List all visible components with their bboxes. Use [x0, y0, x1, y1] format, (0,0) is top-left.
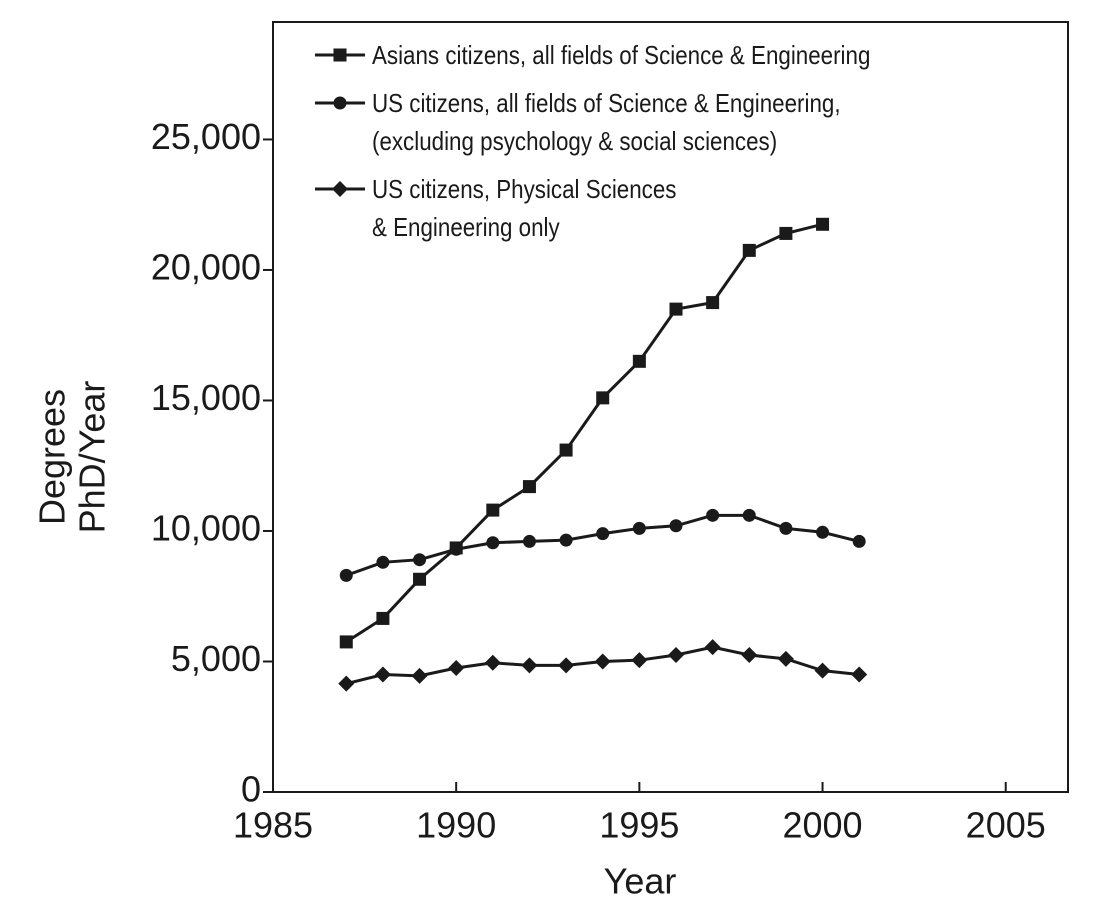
- x-tick-label: 2005: [966, 805, 1046, 846]
- marker: [742, 243, 756, 257]
- legend-entry: [315, 96, 365, 110]
- marker: [339, 568, 353, 582]
- marker: [448, 660, 465, 677]
- legend-entry: [315, 48, 365, 62]
- marker: [779, 226, 793, 240]
- plot-frame: [272, 21, 1069, 793]
- legend-entry: [315, 181, 365, 197]
- x-axis-label: Year: [604, 861, 677, 902]
- marker: [596, 391, 610, 405]
- y-tick-label: 10,000: [151, 507, 261, 548]
- y-tick-label: 20,000: [151, 246, 261, 287]
- marker: [376, 611, 390, 625]
- x-tick-label: 1990: [416, 805, 496, 846]
- marker: [339, 635, 353, 649]
- marker: [376, 555, 390, 569]
- marker: [411, 667, 428, 684]
- marker: [669, 519, 683, 533]
- marker: [486, 503, 500, 517]
- marker: [632, 521, 646, 535]
- marker: [669, 302, 683, 316]
- marker: [594, 653, 611, 670]
- marker: [333, 96, 347, 110]
- marker: [777, 650, 794, 667]
- marker: [667, 646, 684, 663]
- y-tick-label: 15,000: [151, 377, 261, 418]
- marker: [521, 657, 538, 674]
- marker: [852, 534, 866, 548]
- marker: [814, 662, 831, 679]
- marker: [631, 652, 648, 669]
- marker: [374, 666, 391, 683]
- x-tick-label: 2000: [782, 805, 862, 846]
- marker: [413, 572, 427, 586]
- marker: [522, 534, 536, 548]
- legend-label: Asians citizens, all fields of Science &…: [372, 40, 871, 70]
- x-tick-label: 1985: [233, 805, 313, 846]
- marker: [333, 48, 347, 62]
- marker: [632, 354, 646, 368]
- marker: [779, 521, 793, 535]
- marker: [332, 181, 348, 197]
- marker: [816, 525, 830, 539]
- marker: [338, 675, 355, 692]
- marker: [816, 217, 830, 231]
- marker: [596, 527, 610, 541]
- marker: [741, 646, 758, 663]
- y-tick-label: 5,000: [171, 638, 261, 679]
- x-tick-label: 1995: [599, 805, 679, 846]
- marker: [706, 296, 720, 310]
- marker: [449, 542, 463, 556]
- marker: [706, 508, 720, 522]
- marker: [522, 480, 536, 494]
- y-axis-label: PhD/Year: [72, 381, 113, 534]
- marker: [851, 666, 868, 683]
- y-tick-label: 25,000: [151, 116, 261, 157]
- marker: [704, 639, 721, 656]
- marker: [484, 654, 501, 671]
- marker: [559, 533, 573, 547]
- marker: [559, 443, 573, 457]
- marker: [558, 657, 575, 674]
- legend-label: US citizens, Physical Sciences & Enginee…: [372, 174, 677, 242]
- marker: [486, 536, 500, 550]
- y-tick-label: 0: [241, 769, 261, 810]
- y-axis-label: Degrees: [32, 389, 73, 525]
- marker: [413, 553, 427, 567]
- legend-label: US citizens, all fields of Science & Eng…: [372, 88, 841, 156]
- marker: [742, 508, 756, 522]
